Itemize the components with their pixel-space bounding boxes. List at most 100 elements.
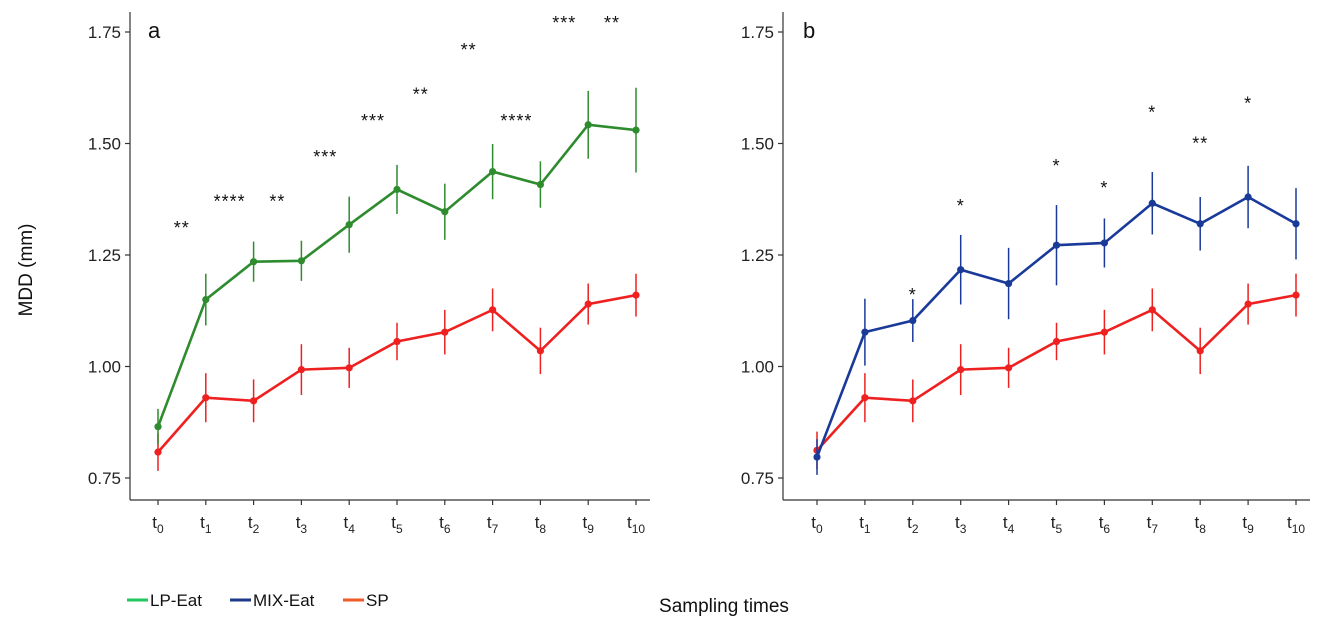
data-point-sp bbox=[1005, 364, 1013, 372]
significance-label: *** bbox=[361, 111, 385, 131]
y-tick-label: 1.50 bbox=[741, 135, 774, 154]
data-point-sp bbox=[1196, 347, 1204, 355]
significance-label: * bbox=[957, 196, 965, 216]
data-point-lp-eat bbox=[441, 208, 449, 216]
x-tick-label: t2 bbox=[907, 513, 919, 536]
data-point-sp bbox=[632, 291, 640, 299]
x-tick-label: t10 bbox=[1287, 513, 1305, 536]
x-tick-label: t3 bbox=[955, 513, 967, 536]
x-tick-label: t9 bbox=[582, 513, 594, 536]
x-tick-label: t8 bbox=[535, 513, 547, 536]
data-point-mix-eat bbox=[1292, 220, 1300, 228]
y-tick-label: 1.25 bbox=[88, 246, 121, 265]
data-point-sp bbox=[909, 397, 917, 405]
data-point-mix-eat bbox=[909, 316, 917, 325]
data-point-lp-eat bbox=[297, 257, 305, 265]
significance-label: *** bbox=[313, 147, 337, 167]
data-point-sp bbox=[957, 366, 965, 374]
data-point-sp bbox=[1292, 291, 1300, 299]
data-point-mix-eat bbox=[1244, 193, 1252, 201]
data-point-sp bbox=[584, 300, 592, 308]
x-tick-label: t8 bbox=[1194, 513, 1206, 536]
data-point-sp bbox=[1148, 306, 1156, 314]
data-point-sp bbox=[393, 337, 401, 346]
x-tick-label: t0 bbox=[152, 513, 164, 536]
x-tick-label: t9 bbox=[1242, 513, 1254, 536]
panel-label: b bbox=[803, 18, 815, 43]
data-point-mix-eat bbox=[1052, 241, 1061, 249]
x-tick-label: t6 bbox=[1099, 513, 1111, 536]
data-point-sp bbox=[861, 394, 869, 402]
data-point-mix-eat bbox=[957, 266, 965, 274]
y-tick-label: 1.00 bbox=[88, 358, 121, 377]
x-tick-label: t1 bbox=[859, 513, 871, 536]
data-point-mix-eat bbox=[861, 328, 869, 336]
x-tick-label: t10 bbox=[627, 513, 645, 536]
significance-label: ** bbox=[269, 191, 285, 211]
data-point-mix-eat bbox=[813, 453, 821, 461]
x-tick-label: t5 bbox=[391, 513, 403, 536]
x-tick-label: t2 bbox=[248, 513, 260, 536]
data-point-sp bbox=[345, 364, 353, 372]
significance-label: *** bbox=[552, 13, 576, 33]
x-tick-label: t0 bbox=[811, 513, 823, 536]
data-point-lp-eat bbox=[584, 121, 592, 129]
significance-label: * bbox=[1100, 178, 1108, 198]
x-tick-label: t7 bbox=[487, 513, 499, 536]
y-tick-label: 1.75 bbox=[741, 23, 774, 42]
significance-label: * bbox=[1244, 93, 1252, 113]
x-tick-label: t6 bbox=[439, 513, 451, 536]
data-point-mix-eat bbox=[1005, 279, 1013, 288]
x-tick-label: t4 bbox=[1003, 513, 1015, 536]
significance-label: * bbox=[909, 285, 917, 305]
data-point-sp bbox=[297, 366, 305, 374]
y-tick-label: 0.75 bbox=[88, 469, 121, 488]
significance-label: ** bbox=[413, 84, 429, 104]
x-tick-label: t7 bbox=[1147, 513, 1159, 536]
x-tick-label: t1 bbox=[200, 513, 212, 536]
data-point-lp-eat bbox=[632, 126, 640, 134]
data-point-sp bbox=[441, 328, 449, 336]
data-point-sp bbox=[1052, 337, 1061, 346]
data-point-sp bbox=[1100, 328, 1108, 336]
panel-a: a 0.75 1.00 1.25 1.50 1.75 t0 t1 t2 t3 t4 t5 t6 t7 t8 t… bbox=[88, 12, 650, 536]
x-tick-label: t3 bbox=[296, 513, 308, 536]
data-point-lp-eat bbox=[154, 423, 162, 431]
data-point-mix-eat bbox=[1148, 199, 1156, 207]
series-line-sp bbox=[816, 293, 1297, 452]
y-tick-label: 1.75 bbox=[88, 23, 121, 42]
x-axis-title: Sampling times bbox=[659, 596, 789, 617]
data-point-sp bbox=[1244, 300, 1252, 308]
panel-b: b 0.75 1.00 1.25 1.50 1.75 t0 t1 t2 t3 t4 t5 t6 t7 t8 t… bbox=[741, 12, 1310, 536]
data-point-sp bbox=[489, 306, 497, 314]
series-line-sp bbox=[157, 293, 637, 453]
significance-label: **** bbox=[214, 191, 246, 211]
significance-label: ** bbox=[461, 40, 477, 60]
data-point-sp bbox=[202, 394, 210, 402]
y-tick-label: 1.50 bbox=[88, 135, 121, 154]
data-point-lp-eat bbox=[393, 185, 401, 194]
data-point-lp-eat bbox=[202, 296, 210, 304]
data-point-lp-eat bbox=[536, 180, 545, 189]
x-tick-label: t5 bbox=[1051, 513, 1063, 536]
data-point-lp-eat bbox=[345, 221, 353, 229]
legend-label-lp-eat: LP-Eat bbox=[150, 591, 202, 610]
y-tick-label: 1.25 bbox=[741, 246, 774, 265]
x-tick-label: t4 bbox=[343, 513, 355, 536]
significance-label: * bbox=[1052, 156, 1060, 176]
data-point-lp-eat bbox=[250, 258, 258, 266]
data-point-sp bbox=[536, 347, 545, 355]
significance-label: ** bbox=[1192, 134, 1208, 154]
significance-label: **** bbox=[500, 111, 532, 131]
significance-label: ** bbox=[604, 13, 620, 33]
significance-label: * bbox=[1148, 102, 1156, 122]
legend: LP-Eat MIX-Eat SP bbox=[127, 591, 389, 610]
data-point-sp bbox=[250, 397, 258, 405]
data-point-sp bbox=[154, 448, 162, 456]
data-point-lp-eat bbox=[489, 167, 497, 176]
significance-label: ** bbox=[174, 218, 190, 238]
legend-label-sp: SP bbox=[366, 591, 389, 610]
y-tick-label: 1.00 bbox=[741, 358, 774, 377]
legend-label-mix-eat: MIX-Eat bbox=[253, 591, 315, 610]
